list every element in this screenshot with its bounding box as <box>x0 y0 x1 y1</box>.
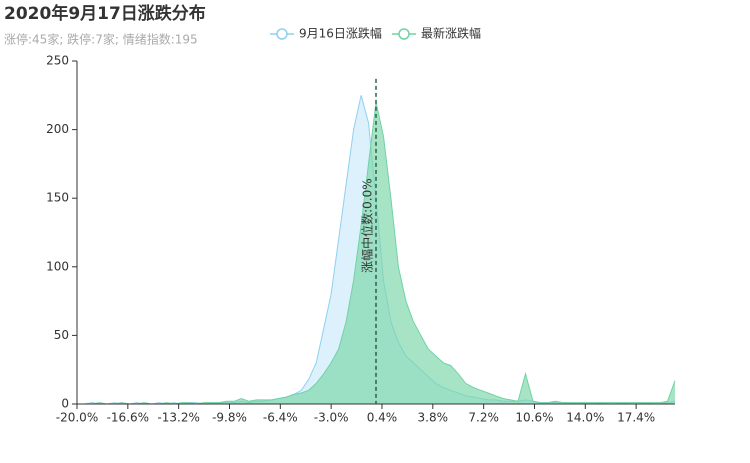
y-tick-label: 250 <box>46 54 69 68</box>
x-tick-label: -3.0% <box>314 411 349 425</box>
median-label: 涨幅中位数:0.0% <box>360 178 375 273</box>
legend-item: 最新涨跌幅 <box>392 26 481 41</box>
x-tick-label: -13.2% <box>157 411 199 425</box>
legend-label: 9月16日涨跌幅 <box>299 26 382 41</box>
x-tick-label: 7.2% <box>468 411 499 425</box>
x-tick-label: -9.8% <box>212 411 247 425</box>
legend-item: 9月16日涨跌幅 <box>270 26 382 41</box>
y-tick-label: 0 <box>61 397 69 411</box>
legend-marker <box>398 28 410 40</box>
y-tick-label: 150 <box>46 191 69 205</box>
legend-marker <box>276 28 288 40</box>
y-tick-label: 200 <box>46 122 69 136</box>
y-tick-label: 50 <box>54 328 69 342</box>
x-tick-label: 14.0% <box>566 411 604 425</box>
x-tick-label: 0.4% <box>367 411 398 425</box>
area <box>77 102 675 404</box>
chart-subtitle: 涨停:45家; 跌停:7家; 情绪指数:195 <box>4 32 198 47</box>
chart-title: 2020年9月17日涨跌分布 <box>4 3 206 24</box>
legend-label: 最新涨跌幅 <box>421 26 481 41</box>
x-tick-label: 3.8% <box>418 411 449 425</box>
x-tick-label: -20.0% <box>56 411 98 425</box>
x-tick-label: -16.6% <box>107 411 149 425</box>
y-tick-label: 100 <box>46 259 69 273</box>
x-tick-label: 10.6% <box>515 411 553 425</box>
x-tick-label: -6.4% <box>263 411 298 425</box>
x-tick-label: 17.4% <box>617 411 655 425</box>
